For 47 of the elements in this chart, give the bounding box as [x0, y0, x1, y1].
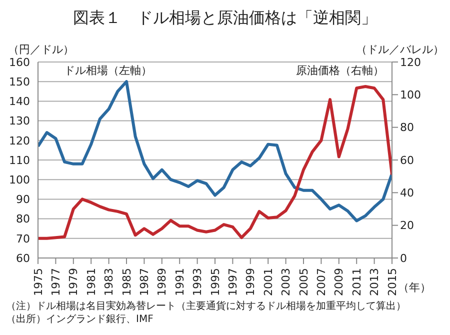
- text: （注）ドル相場は名目実効為替レート（主要通貨に対するドル相場を加重平均して算出）: [6, 300, 406, 313]
- x-tick-label: 2013: [368, 268, 382, 296]
- x-tick-label: 1981: [84, 268, 98, 296]
- y2-tick-label: 20: [400, 219, 414, 232]
- x-tick-label: 1987: [138, 268, 152, 296]
- y2-tick-label: 100: [400, 88, 421, 102]
- x-tick-label: 2015: [386, 268, 399, 296]
- x-tick-label: 1995: [208, 268, 222, 296]
- y2-tick-label: 60: [400, 154, 414, 167]
- y2-tick-label: 0: [400, 252, 407, 265]
- x-tick-label: 2007: [315, 268, 328, 296]
- y-tick-label: 150: [9, 76, 30, 89]
- y-tick-label: 70: [16, 232, 30, 246]
- y-axis-title: （円／ドル）: [8, 42, 74, 57]
- x-tick-label: 2005: [297, 268, 310, 296]
- x-tick-label: 2009: [332, 268, 346, 296]
- x-tick-label: 1999: [244, 268, 258, 296]
- y-tick-label: 140: [9, 95, 30, 108]
- y-tick-label: 80: [16, 212, 30, 226]
- y2-tick-label: 80: [400, 121, 414, 134]
- y2-tick-label: 120: [400, 56, 421, 69]
- x-tick-label: 1991: [173, 268, 186, 296]
- x-axis-title: （年）: [398, 280, 431, 295]
- x-tick-label: 1983: [102, 268, 116, 296]
- y-tick-label: 100: [9, 174, 30, 187]
- x-tick-label: 1997: [226, 268, 240, 296]
- y-tick-label: 60: [16, 252, 30, 265]
- x-tick-label: 1977: [50, 268, 63, 296]
- x-tick-label: 1989: [156, 268, 169, 296]
- series-label: 原油価格（右軸）: [296, 63, 384, 78]
- y2-axis-title: （ドル／バレル）: [356, 42, 444, 57]
- y-tick-label: 120: [9, 134, 30, 148]
- y-tick-label: 110: [9, 154, 30, 167]
- x-tick-label: 1979: [67, 268, 80, 296]
- x-tick-label: 1985: [120, 268, 134, 296]
- x-tick-label: 1993: [191, 268, 204, 296]
- x-tick-label: 2003: [280, 268, 293, 296]
- y-tick-label: 90: [16, 193, 30, 206]
- y2-tick-label: 40: [400, 186, 414, 200]
- y-tick-label: 130: [9, 114, 30, 128]
- text: （出所）イングランド銀行、IMF: [6, 313, 154, 326]
- chart-title: 図表１ ドル相場と原油価格は「逆相関」: [72, 8, 378, 29]
- x-tick-label: 1975: [32, 268, 45, 296]
- series-label: ドル相場（左軸）: [64, 63, 152, 78]
- x-tick-label: 2001: [262, 268, 275, 296]
- y-tick-label: 160: [9, 56, 30, 69]
- x-tick-label: 2011: [350, 268, 364, 296]
